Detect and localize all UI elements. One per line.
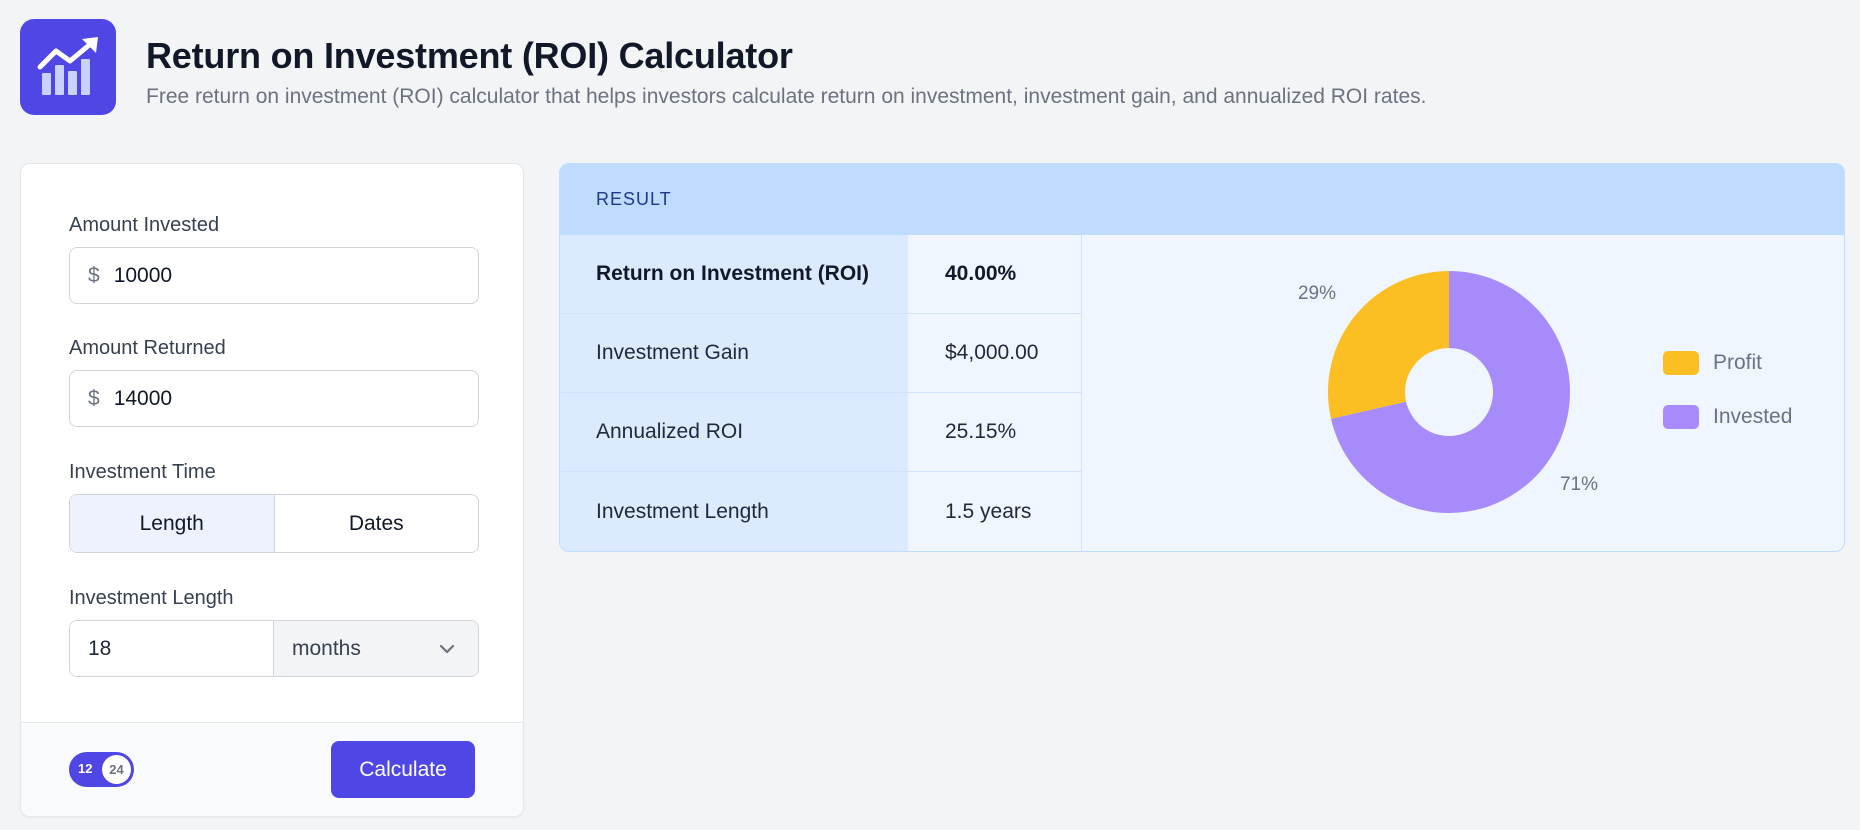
amount-invested-input[interactable]: $ 10000 bbox=[69, 247, 479, 304]
result-label: Investment Gain bbox=[560, 314, 908, 392]
investment-length-label: Investment Length bbox=[69, 587, 234, 609]
donut-percent-label-profit: 29% bbox=[1298, 283, 1336, 304]
calculator-form: Amount Invested $ 10000 Amount Returned … bbox=[20, 163, 524, 817]
currency-symbol: $ bbox=[88, 263, 100, 287]
result-row-gain: Investment Gain $4,000.00 bbox=[560, 314, 1082, 393]
result-table: Return on Investment (ROI) 40.00% Invest… bbox=[560, 235, 1082, 551]
page-title: Return on Investment (ROI) Calculator bbox=[146, 35, 793, 76]
toggle-knob: 24 bbox=[102, 755, 131, 784]
legend-item-invested: Invested bbox=[1663, 405, 1792, 429]
length-unit-value: months bbox=[292, 636, 361, 660]
dates-option[interactable]: Dates bbox=[348, 511, 404, 535]
calculate-button[interactable]: Calculate bbox=[331, 741, 475, 798]
chevron-down-icon bbox=[438, 637, 456, 661]
result-value: 1.5 years bbox=[908, 472, 1082, 551]
legend-label: Invested bbox=[1713, 405, 1793, 428]
investment-time-label: Investment Time bbox=[69, 461, 216, 483]
result-value: 40.00% bbox=[908, 235, 1082, 313]
donut-slice-invested bbox=[1331, 271, 1570, 513]
amount-invested-value: 10000 bbox=[113, 263, 173, 287]
period-toggle[interactable]: 12 24 bbox=[69, 752, 134, 787]
result-row-roi: Return on Investment (ROI) 40.00% bbox=[560, 235, 1082, 314]
currency-symbol: $ bbox=[88, 386, 100, 410]
toggle-left-label: 12 bbox=[78, 761, 93, 776]
donut-percent-label-invested: 71% bbox=[1560, 474, 1598, 495]
donut-chart-svg: 29% 71% bbox=[1298, 271, 1598, 513]
investment-time-toggle: Length Dates bbox=[69, 494, 479, 553]
result-panel: RESULT Return on Investment (ROI) 40.00%… bbox=[559, 163, 1845, 552]
page-subtitle: Free return on investment (ROI) calculat… bbox=[146, 85, 1427, 108]
result-row-annualized: Annualized ROI 25.15% bbox=[560, 393, 1082, 472]
result-header: RESULT bbox=[560, 164, 1844, 235]
result-row-length: Investment Length 1.5 years bbox=[560, 472, 1082, 551]
length-option[interactable]: Length bbox=[70, 495, 275, 552]
investment-length-group: 18 months bbox=[69, 620, 479, 677]
result-label: Investment Length bbox=[560, 472, 908, 551]
result-label: Return on Investment (ROI) bbox=[560, 235, 908, 313]
donut-slice-profit bbox=[1328, 271, 1449, 419]
result-label: Annualized ROI bbox=[560, 393, 908, 471]
chart-up-icon bbox=[20, 19, 116, 115]
roi-donut-chart: 29% 71% bbox=[1082, 235, 1844, 551]
legend-swatch bbox=[1663, 405, 1699, 429]
result-value: 25.15% bbox=[908, 393, 1082, 471]
form-footer: 12 24 Calculate bbox=[21, 722, 523, 816]
legend-swatch bbox=[1663, 351, 1699, 375]
legend-label: Profit bbox=[1713, 351, 1763, 374]
amount-returned-input[interactable]: $ 14000 bbox=[69, 370, 479, 427]
amount-invested-label: Amount Invested bbox=[69, 214, 220, 236]
page-header: Return on Investment (ROI) Calculator Fr… bbox=[20, 19, 1426, 115]
amount-returned-label: Amount Returned bbox=[69, 337, 226, 359]
investment-length-input[interactable]: 18 bbox=[70, 621, 274, 676]
length-unit-select[interactable]: months bbox=[274, 621, 478, 676]
result-value: $4,000.00 bbox=[908, 314, 1082, 392]
legend-item-profit: Profit bbox=[1663, 351, 1762, 375]
amount-returned-value: 14000 bbox=[113, 386, 173, 410]
